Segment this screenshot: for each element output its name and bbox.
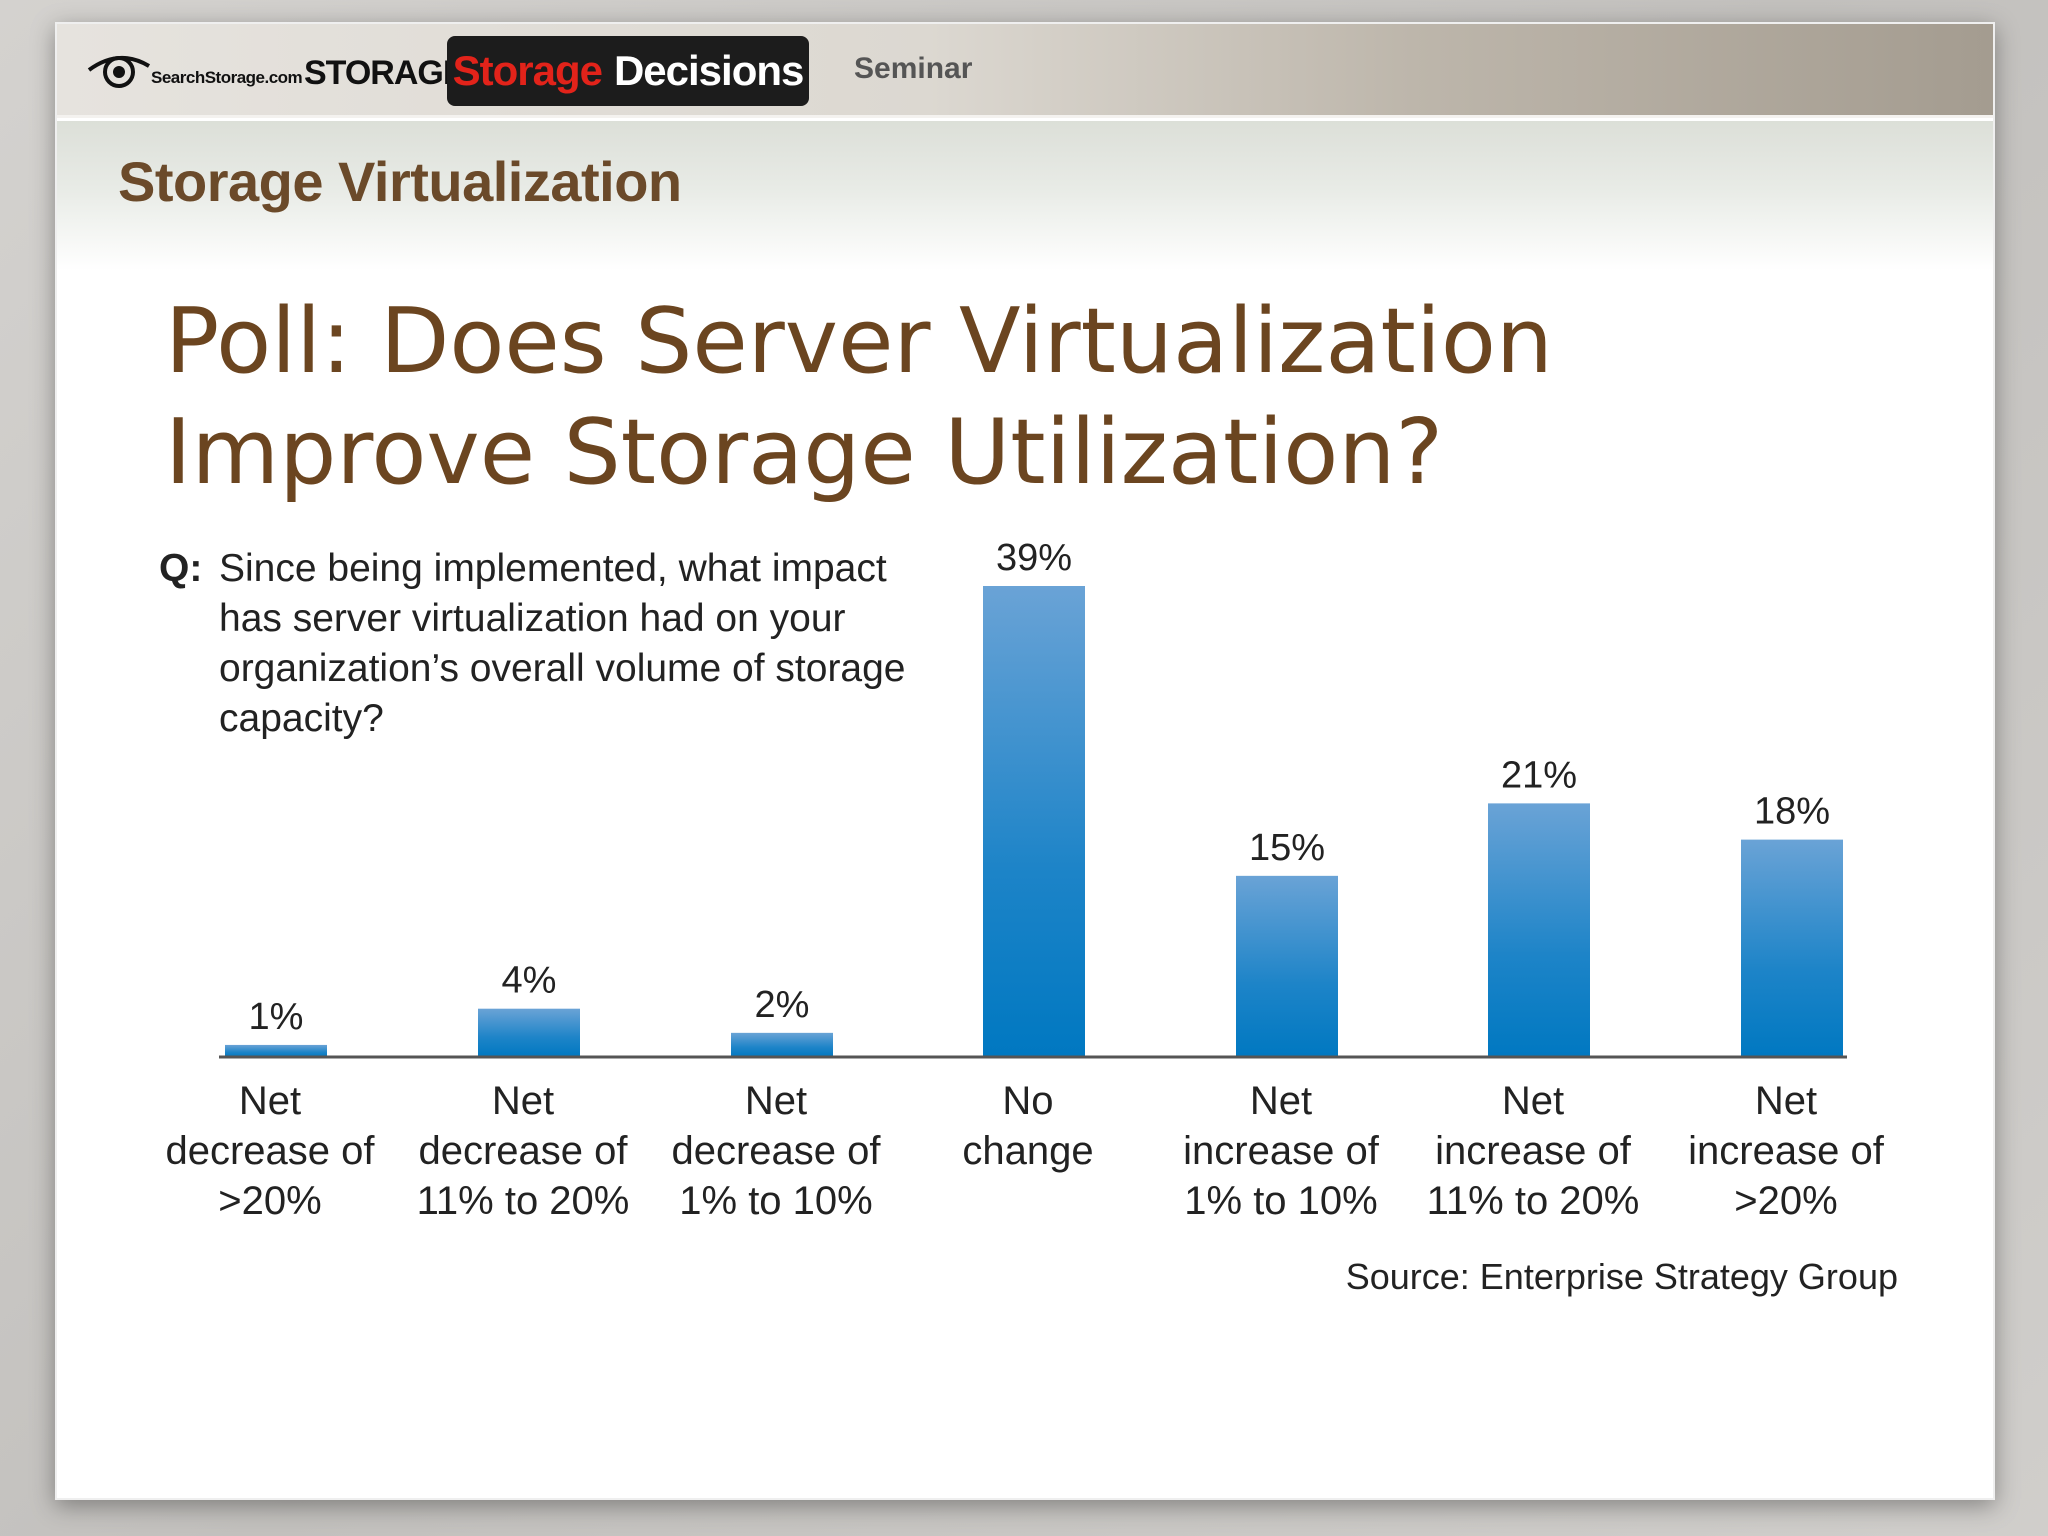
category-label-7-line-2: increase of — [1688, 1129, 1885, 1173]
category-label-7-line-3: >20% — [1734, 1179, 1837, 1223]
category-label-3-line-3: 1% to 10% — [679, 1179, 872, 1223]
category-label-2-line-2: decrease of — [418, 1129, 628, 1173]
badge-storage-word: Storage — [452, 47, 603, 94]
category-label-6-line-2: increase of — [1435, 1129, 1632, 1173]
category-label-6-line-1: Net — [1502, 1079, 1564, 1123]
data-label-2: 4% — [502, 960, 557, 1002]
data-label-4: 39% — [996, 537, 1072, 579]
data-label-6: 21% — [1501, 754, 1577, 796]
category-label-5-line-2: increase of — [1183, 1129, 1380, 1173]
bar-6 — [1488, 803, 1590, 1057]
slide: SearchStorage.com STORAGE Storage Decisi… — [55, 22, 1995, 1500]
category-label-1-line-3: >20% — [218, 1179, 321, 1223]
storage-decisions-badge: Storage Decisions — [447, 36, 809, 106]
category-label-5-line-1: Net — [1250, 1079, 1312, 1123]
slide-title-line-1: Poll: Does Server Virtualization — [165, 289, 1553, 394]
category-label-3-line-1: Net — [745, 1079, 807, 1123]
bar-5 — [1236, 875, 1338, 1057]
category-label-5-line-3: 1% to 10% — [1184, 1179, 1377, 1223]
bar-2 — [478, 1008, 580, 1057]
data-label-5: 15% — [1249, 827, 1325, 869]
slide-title-line-2: Improve Storage Utilization? — [165, 400, 1444, 505]
category-label-3-line-2: decrease of — [671, 1129, 881, 1173]
data-label-3: 2% — [755, 984, 810, 1026]
logo-site-text: SearchStorage.com — [151, 68, 303, 87]
category-label-7-line-1: Net — [1755, 1079, 1817, 1123]
category-label-1-line-2: decrease of — [165, 1129, 375, 1173]
section-bar: Storage Virtualization — [57, 121, 1993, 271]
bar-1 — [225, 1044, 327, 1057]
slide-title: Poll: Does Server Virtualization Improve… — [165, 286, 1865, 508]
bar-3 — [731, 1032, 833, 1057]
bar-chart: 1% Net decrease of >20% 4% Net decrease of 11% … — [165, 537, 1885, 1223]
category-label-2-line-3: 11% to 20% — [417, 1179, 630, 1223]
bar-7 — [1741, 839, 1843, 1057]
question-label: Q: — [159, 547, 203, 590]
question-text: Since being implemented, what impact has… — [219, 547, 906, 740]
logo-storage-text: STORAGE — [304, 54, 466, 92]
section-title: Storage Virtualization — [118, 150, 682, 213]
category-label-1-line-1: Net — [239, 1079, 301, 1123]
seminar-label: Seminar — [854, 52, 973, 85]
data-label-7: 18% — [1754, 791, 1830, 833]
category-label-2-line-1: Net — [492, 1079, 554, 1123]
source-note: Source: Enterprise Strategy Group — [1345, 1256, 1898, 1297]
category-label-6-line-3: 11% to 20% — [1427, 1179, 1640, 1223]
header-bar: SearchStorage.com STORAGE Storage Decisi… — [57, 24, 1993, 118]
eye-logo-icon — [87, 55, 151, 88]
bar-4 — [983, 586, 1085, 1057]
category-label-4-line-2: change — [962, 1129, 1093, 1173]
category-label-4-line-1: No — [1002, 1079, 1053, 1123]
badge-decisions-word: Decisions — [613, 47, 804, 94]
data-label-1: 1% — [249, 996, 304, 1038]
